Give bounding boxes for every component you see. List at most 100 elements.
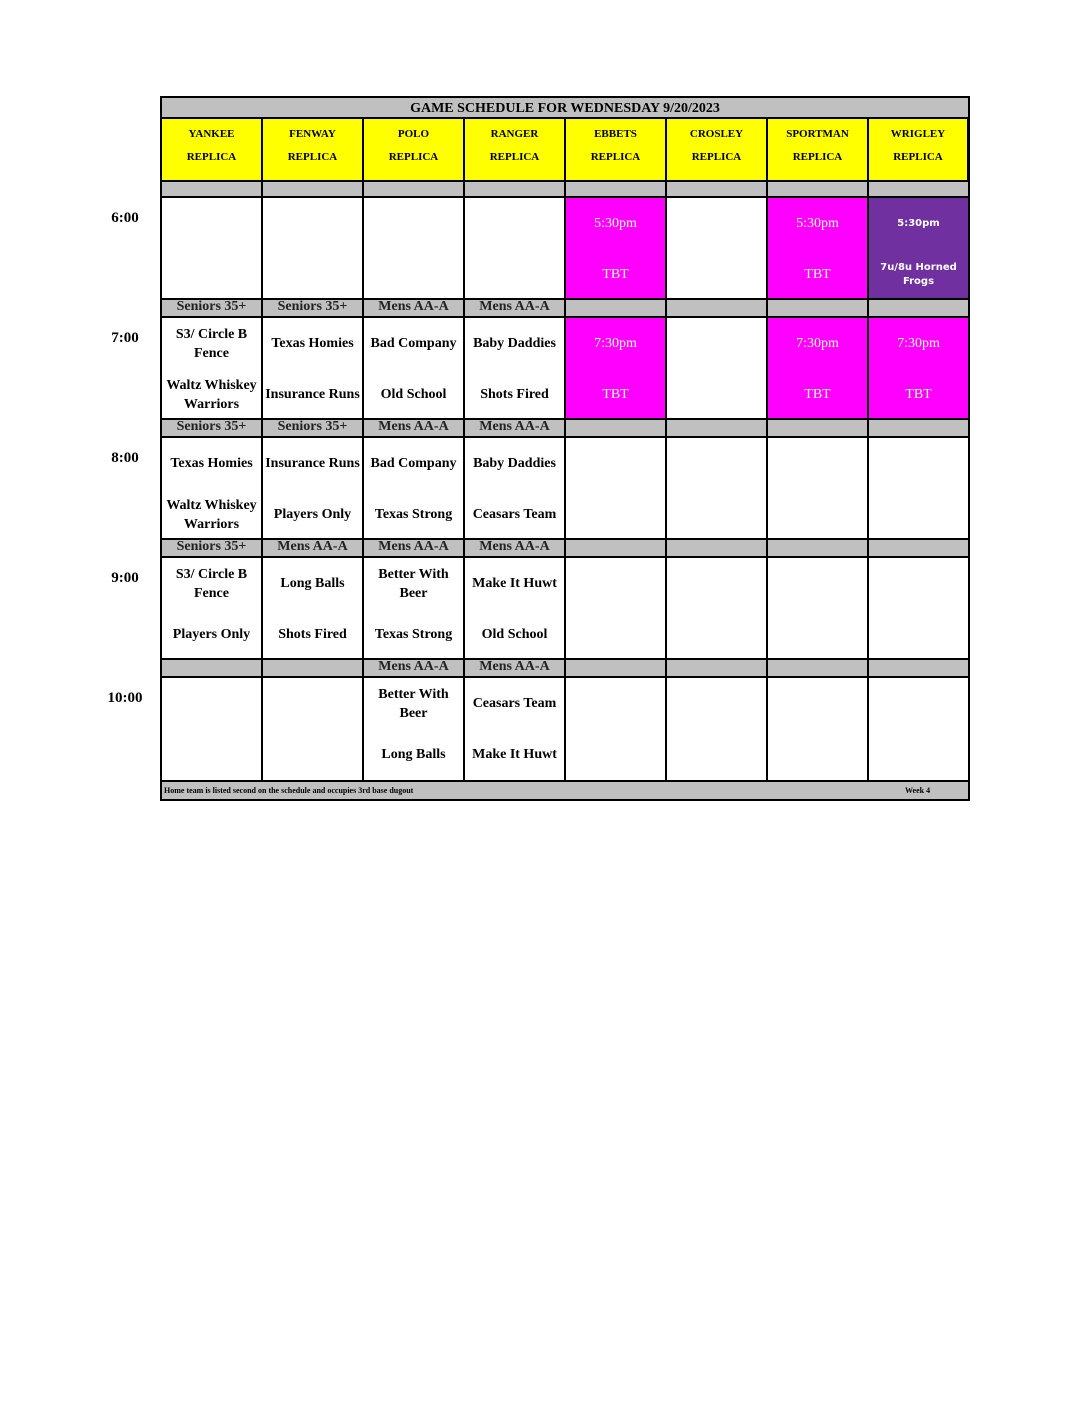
matchup-bottom: Old School: [364, 369, 463, 420]
matchup-top-text: Make It Huwt: [472, 576, 557, 591]
division-label: [162, 658, 263, 676]
matchup-bottom: Ceasars Team: [465, 489, 564, 540]
matchup-top: S3/ Circle B Fence: [162, 558, 261, 609]
game-cell: [162, 676, 263, 780]
matchup-top: Long Balls: [263, 558, 362, 609]
schedule-table: GAME SCHEDULE FOR WEDNESDAY 9/20/2023 Ho…: [160, 96, 970, 801]
field-header: CROSLEY REPLICA: [667, 119, 768, 180]
division-label: Mens AA-A: [364, 658, 465, 676]
matchup-bottom: [768, 609, 867, 660]
footer-note: Home team is listed second on the schedu…: [164, 786, 414, 795]
matchup-top: Make It Huwt: [465, 558, 564, 609]
game-cell: Better With Beer Texas Strong: [364, 556, 465, 660]
game-cell: [263, 676, 364, 780]
game-cell: 5:30pm TBT: [566, 196, 667, 300]
division-label: [566, 298, 667, 316]
field-type: REPLICA: [792, 151, 843, 163]
matchup-top: [667, 558, 766, 609]
matchup-bottom: Insurance Runs: [263, 369, 362, 420]
matchup-bottom: [667, 489, 766, 540]
field-header: POLO REPLICA: [364, 119, 465, 180]
matchup-bottom-text: TBT: [602, 387, 629, 402]
matchup-bottom: [667, 729, 766, 780]
division-strip: [768, 180, 869, 196]
matchup-bottom: [768, 489, 867, 540]
matchup-top: [465, 198, 564, 249]
division-label: [768, 538, 869, 556]
game-cell: Texas Homies Insurance Runs: [263, 316, 364, 420]
division-label: [768, 418, 869, 436]
division-label: [263, 658, 364, 676]
matchup-bottom: [566, 609, 665, 660]
matchup-bottom-text: Waltz Whiskey Warriors: [166, 377, 257, 412]
game-cell: [364, 196, 465, 300]
schedule-title: GAME SCHEDULE FOR WEDNESDAY 9/20/2023: [162, 98, 968, 119]
division-label: [566, 538, 667, 556]
division-label: [869, 418, 970, 436]
game-cell: 7:30pm TBT: [768, 316, 869, 420]
matchup-top: [162, 198, 261, 249]
matchup-top: 7:30pm: [869, 318, 968, 369]
game-cell: [566, 556, 667, 660]
matchup-top-text: S3/ Circle B Fence: [175, 566, 248, 601]
division-strip: [667, 180, 768, 196]
field-name: RANGER: [490, 128, 539, 140]
game-cell: Texas Homies Waltz Whiskey Warriors: [162, 436, 263, 540]
time-label: 8:00: [111, 450, 139, 466]
matchup-bottom: [667, 609, 766, 660]
matchup-bottom: [566, 489, 665, 540]
division-label: Mens AA-A: [263, 538, 364, 556]
division-strip: [364, 180, 465, 196]
matchup-top: [364, 198, 463, 249]
matchup-bottom: Waltz Whiskey Warriors: [162, 369, 261, 420]
matchup-bottom-text: TBT: [905, 387, 932, 402]
field-name: POLO: [397, 128, 430, 140]
game-cell: [566, 436, 667, 540]
matchup-bottom: Players Only: [162, 609, 261, 660]
matchup-bottom: TBT: [768, 249, 867, 300]
field-name: YANKEE: [188, 128, 235, 140]
game-cell: S3/ Circle B Fence Waltz Whiskey Warriors: [162, 316, 263, 420]
game-cell: [869, 676, 970, 780]
division-label: [667, 658, 768, 676]
matchup-bottom-text: TBT: [602, 267, 629, 282]
matchup-bottom: Make It Huwt: [465, 729, 564, 780]
matchup-top: Bad Company: [364, 318, 463, 369]
game-cell: Baby Daddies Shots Fired: [465, 316, 566, 420]
matchup-top: [869, 678, 968, 729]
matchup-top: [768, 678, 867, 729]
division-label: [768, 298, 869, 316]
division-label: [566, 658, 667, 676]
matchup-bottom: [667, 249, 766, 300]
game-cell: S3/ Circle B Fence Players Only: [162, 556, 263, 660]
field-name: EBBETS: [594, 128, 637, 140]
matchup-top: [768, 558, 867, 609]
matchup-bottom: TBT: [768, 369, 867, 420]
matchup-top-text: 7:30pm: [796, 336, 839, 351]
division-label: Mens AA-A: [364, 298, 465, 316]
matchup-top: Insurance Runs: [263, 438, 362, 489]
matchup-bottom: [465, 249, 564, 300]
game-cell: Ceasars Team Make It Huwt: [465, 676, 566, 780]
division-label: Seniors 35+: [162, 538, 263, 556]
field-header: FENWAY REPLICA: [263, 119, 364, 180]
game-cell: [768, 436, 869, 540]
division-strip: [566, 180, 667, 196]
game-cell: Better With Beer Long Balls: [364, 676, 465, 780]
field-type: REPLICA: [691, 151, 742, 163]
matchup-top-text: Better With Beer: [378, 686, 449, 721]
division-label: Seniors 35+: [263, 418, 364, 436]
division-label: [869, 538, 970, 556]
matchup-top-text: 5:30pm: [796, 216, 839, 231]
division-label: [869, 658, 970, 676]
field-name: SPORTMAN: [786, 128, 849, 140]
matchup-bottom-text: Waltz Whiskey Warriors: [166, 497, 257, 532]
division-label: [869, 298, 970, 316]
matchup-top-text: Bad Company: [370, 336, 457, 351]
matchup-top-text: Insurance Runs: [265, 456, 360, 471]
division-label: Mens AA-A: [364, 418, 465, 436]
matchup-top: [263, 198, 362, 249]
matchup-top-text: 7:30pm: [897, 336, 940, 351]
game-cell: [667, 316, 768, 420]
matchup-bottom: Shots Fired: [263, 609, 362, 660]
